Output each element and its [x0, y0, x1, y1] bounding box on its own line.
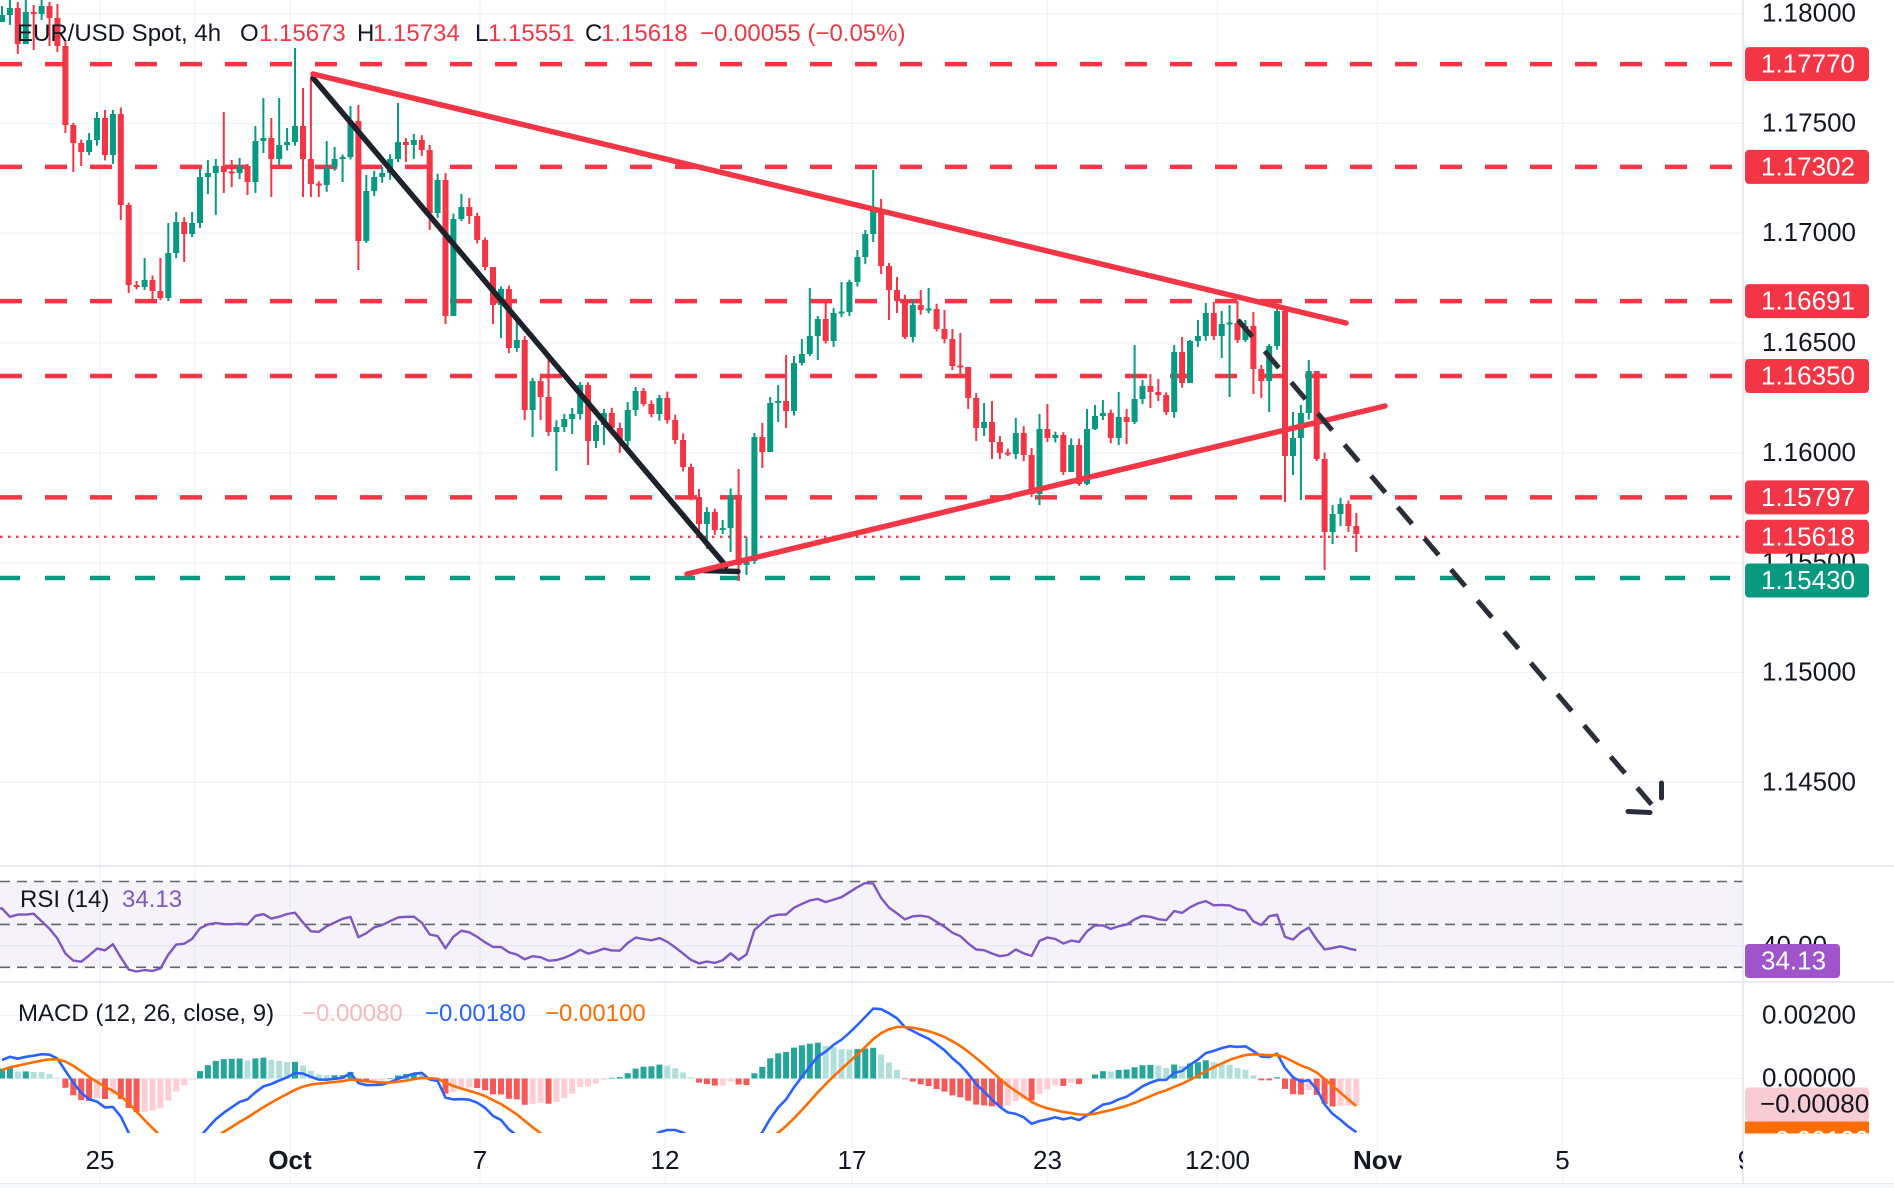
svg-text:C: C [585, 20, 602, 47]
svg-text:1.16691: 1.16691 [1761, 286, 1855, 316]
svg-text:34.13: 34.13 [1761, 946, 1826, 976]
svg-text:5: 5 [1555, 1145, 1569, 1175]
svg-text:34.13: 34.13 [122, 886, 182, 913]
svg-text:7: 7 [473, 1145, 487, 1175]
svg-text:1.15551: 1.15551 [488, 20, 575, 47]
svg-text:1.15797: 1.15797 [1761, 482, 1855, 512]
svg-text:−0.00080: −0.00080 [1760, 1089, 1869, 1119]
svg-text:MACD (12, 26, close, 9): MACD (12, 26, close, 9) [18, 1000, 274, 1027]
svg-text:17: 17 [838, 1145, 867, 1175]
svg-text:−0.00100: −0.00100 [545, 1000, 646, 1027]
svg-text:1.16000: 1.16000 [1762, 437, 1856, 467]
svg-text:1.17302: 1.17302 [1761, 151, 1855, 181]
svg-text:1.17770: 1.17770 [1761, 49, 1855, 79]
svg-text:−0.00180: −0.00180 [425, 1000, 526, 1027]
svg-text:Oct: Oct [268, 1145, 312, 1175]
svg-text:Nov: Nov [1353, 1145, 1403, 1175]
svg-text:1.15430: 1.15430 [1761, 565, 1855, 595]
svg-text:−0.00100: −0.00100 [1760, 1125, 1869, 1155]
svg-text:1.16350: 1.16350 [1761, 361, 1855, 391]
svg-text:1.15618: 1.15618 [1761, 521, 1855, 551]
svg-text:1.15000: 1.15000 [1762, 657, 1856, 687]
svg-text:23: 23 [1033, 1145, 1062, 1175]
svg-text:1.16500: 1.16500 [1762, 327, 1856, 357]
svg-text:1.17500: 1.17500 [1762, 107, 1856, 137]
svg-text:H: H [357, 20, 374, 47]
svg-text:1.17000: 1.17000 [1762, 217, 1856, 247]
svg-text:0.00200: 0.00200 [1762, 1000, 1856, 1030]
svg-text:−0.00055 (−0.05%): −0.00055 (−0.05%) [700, 20, 906, 47]
svg-text:1.15618: 1.15618 [601, 20, 688, 47]
svg-text:1.15734: 1.15734 [373, 20, 460, 47]
svg-text:O: O [240, 20, 259, 47]
svg-text:L: L [475, 20, 488, 47]
svg-text:EUR/USD Spot, 4h: EUR/USD Spot, 4h [17, 20, 221, 47]
svg-text:1.14500: 1.14500 [1762, 766, 1856, 796]
svg-text:1.15673: 1.15673 [259, 20, 346, 47]
svg-text:12:00: 12:00 [1185, 1145, 1250, 1175]
svg-text:12: 12 [651, 1145, 680, 1175]
svg-text:1.18000: 1.18000 [1762, 0, 1856, 28]
svg-text:25: 25 [86, 1145, 115, 1175]
svg-text:−0.00080: −0.00080 [302, 1000, 403, 1027]
svg-text:RSI (14): RSI (14) [20, 886, 109, 913]
svg-text:9: 9 [1738, 1145, 1752, 1175]
